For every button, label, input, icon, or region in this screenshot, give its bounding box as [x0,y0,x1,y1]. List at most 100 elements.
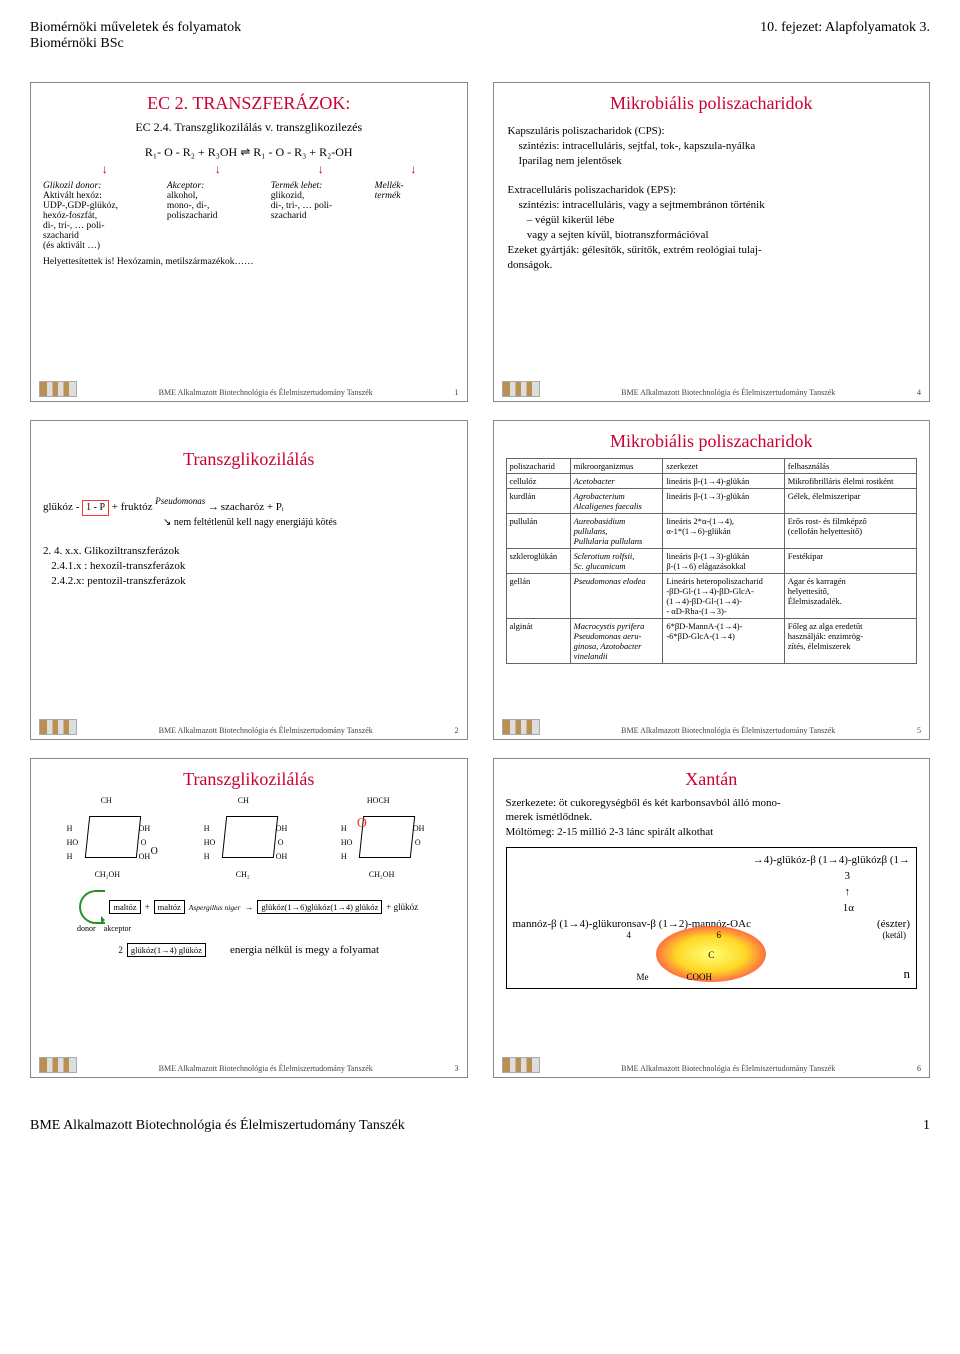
th-3: felhasználás [784,459,916,474]
table-cell: Főleg az alga eredetűt használják: enzim… [784,619,916,664]
s2-line3: 2. 4. x.x. Glikoziltranszferázok [43,544,455,559]
s2-box: 1 - P [82,500,109,516]
table-cell: Aureobasidium pullulans, Pullularia pull… [570,514,663,549]
r-plus: + glükóz [386,902,418,912]
m-oh2: OH [276,852,288,861]
table-cell: Sclerotium rolfsii, Sc. glucanicum [570,549,663,574]
slide4-footer: BME Alkalmazott Biotechnológia és Élelmi… [502,381,922,397]
s6-p2: Móltömeg: 2-15 millió 2-3 lánc spirált a… [506,825,918,839]
table-row: alginátMacrocystis pyrifera Pseudomonas … [506,619,917,664]
bme-logo-icon [39,719,77,735]
s4-p2: Extracelluláris poliszacharidok (EPS): [508,183,916,198]
slide4-title: Mikrobiális poliszacharidok [506,93,918,114]
col2-body: alkohol, mono-, di-, poliszacharid [167,191,218,221]
r-maltoz1: maltóz [109,900,140,914]
slide3-num: 3 [454,1064,458,1073]
table-cell: szkleroglükán [506,549,570,574]
s4-p2a: szintézis: intracelluláris, vagy a sejtm… [508,198,916,213]
akceptor: akceptor [104,924,132,933]
table-cell: gellán [506,574,570,619]
s2-1b: + fruktóz [112,501,155,513]
slide1-subtitle: EC 2.4. Transzglikozilálás v. transzglik… [43,120,455,135]
s4-p1b: Iparilag nem jelentősek [508,154,916,169]
hexagon-icon [222,816,278,858]
slide2-foot-text: BME Alkalmazott Biotechnológia és Élelmi… [159,726,373,735]
hexagon-icon [84,816,140,858]
slide1-arrows: ↓ ↓ ↓ ↓ [43,162,455,177]
table-cell: kurdlán [506,489,570,514]
slide1-title: EC 2. TRANSZFERÁZOK: [43,93,455,114]
s2-line4: 2.4.1.x : hexozil-transzferázok [43,559,455,574]
m-oh: OH [413,824,425,833]
red-o-icon: O [357,816,367,832]
header-left: Biomérnöki műveletek és folyamatok Biomé… [30,20,241,52]
m-ch2: CH₂ [236,870,250,879]
hexagon-icon [359,816,415,858]
slide-4: Mikrobiális poliszacharidok Kapszuláris … [493,82,931,402]
table-cell: Acetobacter [570,474,663,489]
reaction-row-2: 2 glükóz(1→4) glükóz energia nélkül is m… [43,943,455,957]
slide6-body: Szerkezete: öt cukoregységből és két kar… [506,796,918,839]
table-cell: pullulán [506,514,570,549]
x-cooh: COOH [687,972,713,982]
slide-5: Mikrobiális poliszacharidok poliszachari… [493,420,931,740]
page-header: Biomérnöki műveletek és folyamatok Biomé… [30,20,930,52]
m3-top: HOCH [367,796,390,805]
table-cell: lineáris β-(1→3)-glükán β-(1→6) elágazás… [663,549,784,574]
table-row: pullulánAureobasidium pullulans, Pullula… [506,514,917,549]
molecule-2: CH H OH HO O H OH CH₂ [204,796,294,886]
slide2-title: Transzglikozilálás [43,449,455,470]
slide5-num: 5 [917,726,921,735]
x-l5r: (észter) [877,918,910,930]
m-ho: HO [204,838,216,847]
table-cell: cellulóz [506,474,570,489]
slide2-num: 2 [454,726,458,735]
bme-logo-icon [39,381,77,397]
table-cell: Festékipar [784,549,916,574]
th-0: poliszacharid [506,459,570,474]
molecule-3: HOCH O H OH HO O H CH₂OH [341,796,431,886]
s4-p2c: vagy a sejten kívül, biotranszformációva… [508,228,916,243]
m1-top: CH [101,796,112,805]
m-o: O [141,838,147,847]
x-l2: 3 [513,870,911,882]
reaction-row-1: maltóz+ maltóz Aspergillus niger→ glükóz… [43,890,455,924]
table-cell: Agar és karragén helyettesítő, Élelmisza… [784,574,916,619]
donor-labels: donor akceptor [77,924,455,933]
m-oh2: OH [139,852,151,861]
x-n: n [904,966,911,982]
r-asp: Aspergillus niger [189,903,241,912]
m-ch2oh: CH₂OH [95,870,120,879]
bme-logo-icon [39,1057,77,1073]
s2-pseudo: Pseudomonas [155,496,205,506]
slide2-footer: BME Alkalmazott Biotechnológia és Élelmi… [39,719,459,735]
bme-logo-icon [502,1057,540,1073]
m-h: H [67,824,73,833]
slide2-line1: glükóz - 1 - P + fruktóz Pseudomonas → s… [43,500,455,516]
page-foot-dept: BME Alkalmazott Biotechnológia és Élelmi… [30,1118,405,1134]
col1-head: Glikozil donor: [43,181,101,191]
header-right: 10. fejezet: Alapfolyamatok 3. [760,20,930,52]
s4-p1a: szintézis: intracelluláris, sejtfal, tok… [508,139,916,154]
table-cell: Macrocystis pyrifera Pseudomonas aeru- g… [570,619,663,664]
col3-head: Termék lehet: [271,181,323,191]
page: Biomérnöki műveletek és folyamatok Biomé… [0,0,960,1144]
table-cell: Lineáris heteropoliszacharid -βD-Gl-(1→4… [663,574,784,619]
table-row: gellánPseudomonas elodeaLineáris heterop… [506,574,917,619]
col1: Glikozil donor: Aktivált hexóz: UDP-,GDP… [43,181,163,251]
slide4-num: 4 [917,388,921,397]
table-cell: 6*βD-MannA-(1→4)- -6*βD-GlcA-(1→4) [663,619,784,664]
table-cell: alginát [506,619,570,664]
xanthan-structure-box: →4)-glükóz-β (1→4)-glükózβ (1→ 3 ↑ 1α ma… [506,847,918,989]
slide2-line2-wrap: ↘ nem feltétlenül kell nagy energiájú kö… [163,516,455,530]
molecule-row: CH H OH HO O H OH CH₂OH O CH H OH HO [43,796,455,886]
col4: Mellék- termék [375,181,455,251]
slide1-columns: Glikozil donor: Aktivált hexóz: UDP-,GDP… [43,181,455,251]
x-6: 6 [717,930,722,940]
r2-2: 2 [118,945,123,955]
m-h2: H [341,852,347,861]
slide5-foot-text: BME Alkalmazott Biotechnológia és Élelmi… [621,726,835,735]
slide-1: EC 2. TRANSZFERÁZOK: EC 2.4. Transzgliko… [30,82,468,402]
col3: Termék lehet: glikozid, di-, tri-, … pol… [271,181,371,251]
x-l4: 1α [513,902,911,914]
